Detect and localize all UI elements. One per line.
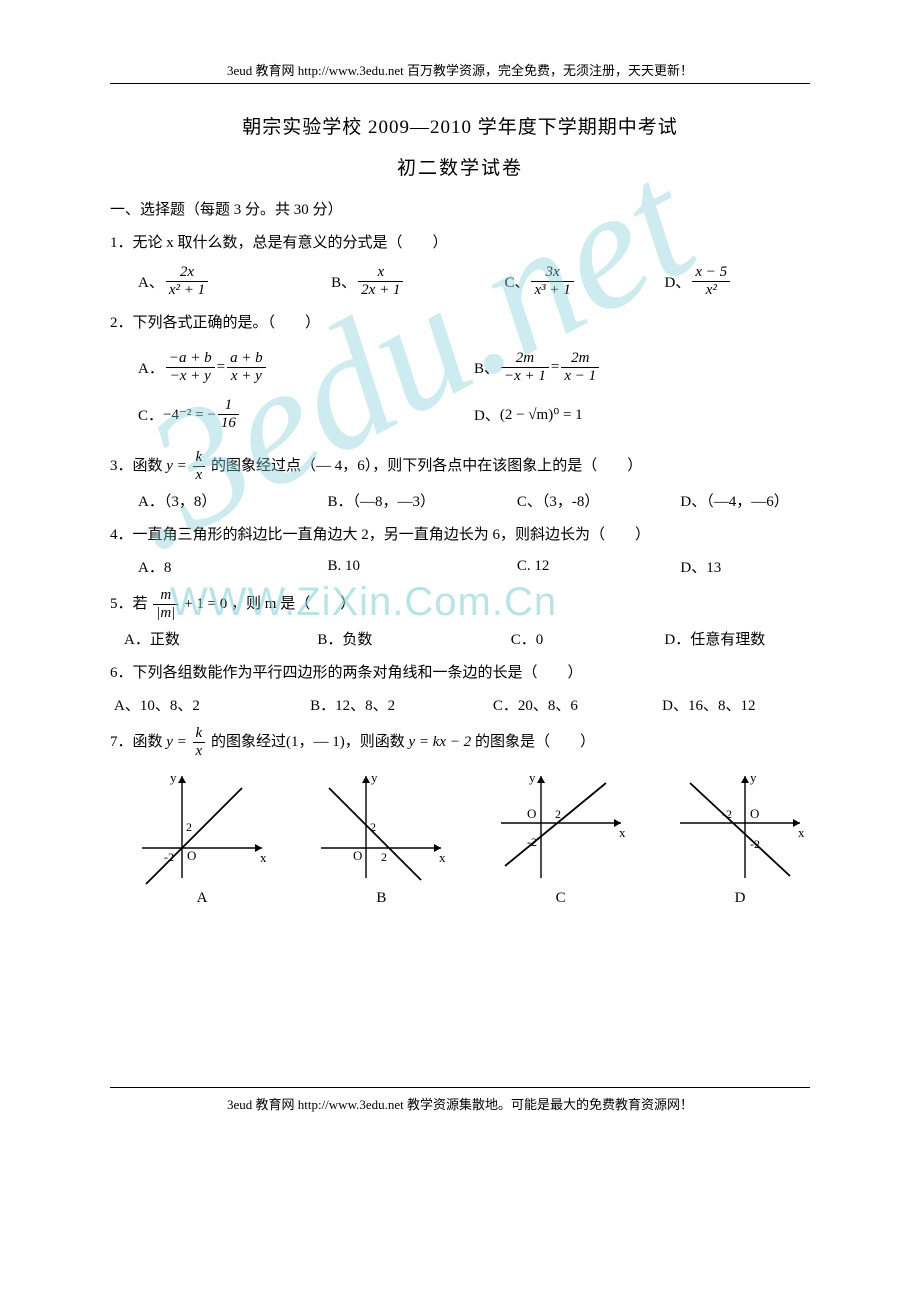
graph-B: O y x 2 2 B (311, 768, 451, 907)
svg-text:y: y (371, 770, 378, 785)
q2-C-pre: C． (138, 404, 163, 425)
q4-options: A．8 B. 10 C. 12 D、13 (138, 556, 810, 577)
svg-text:x: x (260, 850, 267, 865)
svg-text:O: O (187, 848, 196, 863)
graph-A: O y x -2 2 A (132, 768, 272, 907)
q5-options: A．正数 B．负数 C．0 D．任意有理数 (124, 628, 810, 649)
svg-text:O: O (527, 806, 536, 821)
svg-text:x: x (798, 825, 805, 840)
svg-text:y: y (750, 770, 757, 785)
title-line-1: 朝宗实验学校 2009—2010 学年度下学期期中考试 (110, 112, 810, 139)
q2-D-pre: D、 (474, 404, 500, 425)
q2-options: A． −a + b−x + y = a + bx + y B、 2m−x + 1… (138, 344, 810, 439)
q1-B-frac: x 2x + 1 (358, 264, 403, 300)
page: .3edu.net WWW.ZiXin.Com.Cn 3eud 教育网 http… (0, 0, 920, 1310)
q1-D-frac: x − 5 x² (692, 264, 730, 300)
footer-rule (110, 1087, 810, 1088)
svg-text:x: x (439, 850, 446, 865)
svg-text:y: y (529, 770, 536, 785)
q1-A-frac: 2x x² + 1 (166, 264, 208, 300)
header-rule (110, 83, 810, 84)
q2-A-pre: A． (138, 357, 164, 378)
q5-stem: 5．若 m|m| + 1 = 0 ，则 m 是（ ） (110, 587, 810, 623)
page-footer: 3eud 教育网 http://www.3edu.net 教学资源集散地。可能是… (110, 1094, 810, 1113)
q1-A-label: A、 (138, 271, 164, 292)
graph-D: O y x -2 -2 D (670, 768, 810, 907)
svg-text:2: 2 (186, 820, 192, 834)
q2-stem: 2．下列各式正确的是。（ ） (110, 309, 810, 338)
q7-graphs: O y x -2 2 A O y x 2 2 B (132, 768, 810, 907)
q6-stem: 6．下列各组数能作为平行四边形的两条对角线和一条边的长是（ ） (110, 659, 810, 688)
q1-C-label: C、 (504, 271, 529, 292)
title-line-2: 初二数学试卷 (110, 153, 810, 180)
svg-text:O: O (353, 848, 362, 863)
q1-D-label: D、 (665, 271, 691, 292)
q3-options: A．（3，8） B．（—8，—3） C、（3，-8） D、（—4，—6） (138, 490, 810, 511)
q4-stem: 4．一直角三角形的斜边比一直角边大 2，另一直角边长为 6，则斜边长为（ ） (110, 521, 810, 550)
svg-text:O: O (750, 806, 759, 821)
q1-options: A、 2x x² + 1 B、 x 2x + 1 C、 3x x³ + 1 D、… (138, 264, 810, 300)
q1-stem: 1．无论 x 取什么数，总是有意义的分式是（ ） (110, 229, 810, 258)
q7-stem: 7．函数 y = kx 的图象经过(1，— 1)，则函数 y = kx − 2 … (110, 725, 810, 761)
svg-text:x: x (619, 825, 626, 840)
q6-options: A、10、8、2 B．12、8、2 C．20、8、6 D、16、8、12 (114, 694, 810, 715)
q1-B-label: B、 (331, 271, 356, 292)
svg-text:2: 2 (555, 807, 561, 821)
q2-B-pre: B、 (474, 357, 499, 378)
page-header: 3eud 教育网 http://www.3edu.net 百万教学资源，完全免费… (110, 60, 810, 79)
q1-C-frac: 3x x³ + 1 (531, 264, 573, 300)
svg-text:2: 2 (381, 850, 387, 864)
svg-text:y: y (170, 770, 177, 785)
section-heading: 一、选择题（每题 3 分。共 30 分） (110, 198, 810, 219)
graph-C: O y x 2 -2 C (491, 768, 631, 907)
q3-stem: 3．函数 y = kx 的图象经过点（— 4，6），则下列各点中在该图象上的是（… (110, 449, 810, 485)
